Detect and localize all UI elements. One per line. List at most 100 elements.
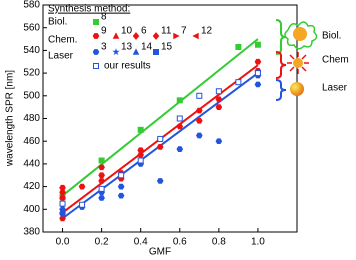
x-tick-label: 1.0 (251, 237, 265, 248)
marker (59, 189, 66, 196)
legend-marker (93, 63, 99, 69)
legend-ref: 6 (141, 26, 147, 37)
marker (117, 183, 125, 190)
legend-ref: 8 (101, 12, 107, 23)
legend-ref: 10 (121, 26, 133, 37)
legend-marker (152, 32, 160, 40)
y-tick-label: 440 (23, 159, 40, 170)
marker (98, 172, 105, 179)
y-tick-label: 540 (23, 45, 40, 56)
laser-icon (290, 82, 304, 96)
y-tick-label: 380 (23, 227, 40, 238)
legend-label: Laser (48, 51, 74, 62)
legend-marker (112, 32, 120, 39)
legend-ref: 11 (161, 26, 172, 37)
marker (196, 132, 203, 139)
marker (157, 135, 164, 142)
marker (118, 172, 125, 179)
legend-ref: 13 (121, 42, 133, 53)
x-tick-label: 0.2 (95, 237, 109, 248)
brace (275, 79, 287, 101)
x-tick-label: 0.0 (56, 237, 70, 248)
y-tick-label: 500 (23, 90, 40, 101)
marker (176, 123, 184, 130)
legend-marker (92, 49, 100, 55)
marker (156, 178, 164, 184)
marker (235, 79, 242, 86)
y-tick-label: 420 (23, 181, 40, 192)
legend-marker (132, 32, 140, 40)
side-label: Biol. (322, 31, 341, 42)
marker (254, 70, 261, 77)
marker (98, 195, 105, 201)
marker (156, 144, 164, 150)
y-tick-label: 480 (23, 113, 40, 124)
chem-icon (287, 52, 309, 74)
marker (215, 104, 223, 111)
brace (275, 51, 287, 79)
side-label: Laser (322, 83, 348, 94)
legend-title: Synthesis method: (48, 4, 130, 15)
marker (59, 206, 66, 213)
legend-marker (92, 33, 100, 39)
y-axis-label: wavelength SPR [nm] (5, 70, 16, 167)
brace (275, 19, 287, 55)
marker (215, 138, 223, 145)
y-tick-label: 560 (23, 22, 40, 33)
marker (98, 164, 105, 171)
legend-marker (192, 32, 199, 40)
marker (59, 215, 66, 222)
marker (196, 107, 203, 114)
marker (254, 81, 262, 88)
x-tick-label: 0.6 (173, 237, 187, 248)
marker (137, 147, 144, 154)
marker (235, 43, 242, 50)
legend-ref: 9 (101, 26, 107, 37)
fit-line (61, 38, 259, 197)
marker (254, 58, 262, 65)
marker (59, 195, 66, 201)
marker (59, 184, 66, 191)
marker (117, 192, 125, 199)
legend-marker (112, 48, 120, 56)
marker (196, 117, 203, 124)
y-tick-label: 400 (23, 204, 40, 215)
marker (59, 200, 66, 207)
marker (176, 146, 184, 153)
legend-ref: 3 (101, 42, 107, 53)
x-tick-label: 0.8 (212, 237, 226, 248)
marker (79, 201, 86, 208)
marker (78, 183, 86, 190)
legend-ref: 7 (181, 26, 187, 37)
marker (137, 126, 144, 133)
legend-marker (132, 48, 140, 55)
x-axis-label: GMF (149, 247, 171, 258)
legend-marker (93, 19, 99, 25)
legend-marker (153, 49, 159, 55)
marker (98, 185, 105, 192)
marker (98, 178, 105, 184)
marker (215, 96, 223, 103)
bio-icon (284, 21, 318, 50)
marker (137, 157, 144, 164)
marker (59, 210, 66, 217)
side-label: Chem (322, 55, 349, 66)
marker (215, 88, 222, 95)
legend-marker (173, 32, 180, 40)
marker (176, 97, 183, 104)
y-tick-label: 580 (23, 0, 40, 11)
y-tick-label: 520 (23, 68, 40, 79)
y-tick-label: 460 (23, 136, 40, 147)
marker (98, 157, 105, 164)
marker (196, 92, 203, 99)
legend-text: our results (104, 61, 151, 72)
marker (176, 115, 183, 122)
marker (254, 41, 261, 48)
marker (137, 151, 144, 158)
legend-label: Chem. (48, 35, 77, 46)
legend-ref: 15 (161, 42, 173, 53)
legend-ref: 12 (201, 26, 213, 37)
legend-ref: 14 (141, 42, 153, 53)
x-tick-label: 0.4 (134, 237, 148, 248)
